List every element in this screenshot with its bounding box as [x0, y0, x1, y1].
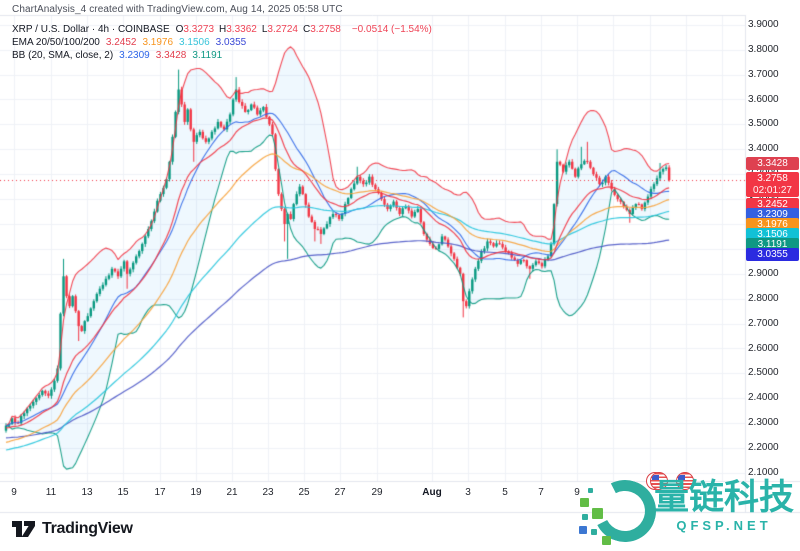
chart-legend: XRP / U.S. Dollar · 4h · COINBASE O3.327… — [12, 23, 432, 62]
legend-bb-row: BB (20, SMA, close, 2) 3.2309 3.3428 3.119… — [12, 49, 432, 62]
price-tick-label: 2.4000 — [748, 392, 779, 404]
time-tick-label: 19 — [190, 487, 202, 498]
legend-change-value: −0.0514 (−1.54%) — [351, 24, 432, 35]
price-badge: 3.1506 — [746, 227, 799, 241]
time-tick-label: 7 — [538, 487, 544, 498]
legend-ema-row: EMA 20/50/100/200 3.2452 3.1976 3.1506 3.03… — [12, 36, 432, 49]
site-watermark: 量链科技 QFSP.NET — [578, 471, 795, 551]
indicator-value: 3.2309 — [119, 50, 150, 61]
bb-indicator-label: BB (20, SMA, close, 2) — [12, 50, 114, 61]
time-tick-label: 25 — [298, 487, 310, 498]
watermark-logo-icon — [578, 471, 665, 551]
time-tick-label: 9 — [574, 487, 580, 498]
time-tick-label: 17 — [154, 487, 166, 498]
time-tick-label: 23 — [262, 487, 274, 498]
time-tick-label: Aug — [422, 487, 442, 498]
legend-symbol-row: XRP / U.S. Dollar · 4h · COINBASE O3.327… — [12, 23, 432, 36]
price-badge: 3.1191 — [746, 237, 799, 251]
tradingview-logo[interactable]: TradingView — [12, 520, 133, 538]
price-tick-label: 2.3000 — [748, 417, 779, 429]
tradingview-logo-text: TradingView — [42, 520, 133, 537]
time-tick-label: 21 — [226, 487, 238, 498]
price-tick-label: 2.6000 — [748, 342, 779, 354]
ohlc-token: O3.3273 — [175, 24, 215, 35]
time-tick-label: 3 — [465, 487, 471, 498]
legend-ohlc-values: O3.3273 H3.3362 L3.2724 C3.2758 — [176, 23, 346, 36]
price-badge: 3.0355 — [746, 247, 799, 261]
price-tick-label: 2.9000 — [748, 267, 779, 279]
price-tick-label: 3.4000 — [748, 143, 779, 155]
us-flag-icon — [672, 471, 694, 491]
price-tick-label: 2.5000 — [748, 367, 779, 379]
price-tick-label: 2.2000 — [748, 442, 779, 454]
price-tick-label: 2.8000 — [748, 292, 779, 304]
time-tick-label: 5 — [502, 487, 508, 498]
currency-flag-icons — [646, 471, 694, 491]
currency-pair-flag-icon — [646, 471, 668, 491]
time-axis[interactable]: 9 11 13 15 17 19 21 23 25 27 29 Aug 3 5 7 9 — [0, 481, 745, 511]
price-axis[interactable]: 3.90003.80003.70003.60003.50003.40003.30… — [746, 14, 800, 482]
ema-indicator-label: EMA 20/50/100/200 — [12, 37, 100, 48]
watermark-url: QFSP.NET — [676, 518, 772, 533]
bb-indicator-values: 3.2309 3.3428 3.1191 — [119, 49, 228, 62]
time-tick-label: 9 — [11, 487, 17, 498]
indicator-value: 3.1976 — [142, 37, 174, 48]
price-tick-label: 3.9000 — [748, 18, 779, 30]
watermark-text: 量链科技 — [654, 478, 795, 517]
price-tick-label: 2.7000 — [748, 317, 779, 329]
time-tick-label: 11 — [45, 487, 57, 498]
price-badge: 3.3428 — [746, 156, 799, 170]
ohlc-token: L3.2724 — [261, 24, 298, 35]
price-badge: 3.2309 — [746, 207, 799, 221]
symbol-title: XRP / U.S. Dollar · 4h · COINBASE — [12, 24, 170, 35]
ema-indicator-values: 3.2452 3.1976 3.1506 3.0355 — [106, 36, 252, 49]
indicator-value: 3.1191 — [192, 50, 223, 61]
time-tick-label: 13 — [81, 487, 93, 498]
ohlc-token: H3.3362 — [219, 24, 257, 35]
price-tick-label: 3.7000 — [748, 68, 779, 80]
ohlc-token: C3.2758 — [303, 24, 341, 35]
price-tick-label: 3.6000 — [748, 93, 779, 105]
indicator-value: 3.1506 — [179, 37, 210, 48]
chart-header-title: ChartAnalysis_4 created with TradingView… — [12, 4, 343, 15]
indicator-value: 3.0355 — [215, 37, 247, 48]
price-badge: 3.2758 02:01:27 — [746, 172, 799, 197]
time-tick-label: 29 — [371, 487, 383, 498]
indicator-value: 3.2452 — [105, 37, 137, 48]
tradingview-logo-icon — [12, 520, 35, 537]
price-tick-label: 3.5000 — [748, 118, 779, 130]
price-badge: 3.2452 — [746, 197, 799, 211]
price-tick-label: 3.8000 — [748, 43, 779, 55]
time-tick-label: 27 — [334, 487, 346, 498]
time-tick-label: 15 — [117, 487, 129, 498]
price-tick-label: 2.1000 — [748, 467, 779, 478]
price-badge: 3.1976 — [746, 217, 799, 231]
indicator-value: 3.3428 — [155, 50, 187, 61]
